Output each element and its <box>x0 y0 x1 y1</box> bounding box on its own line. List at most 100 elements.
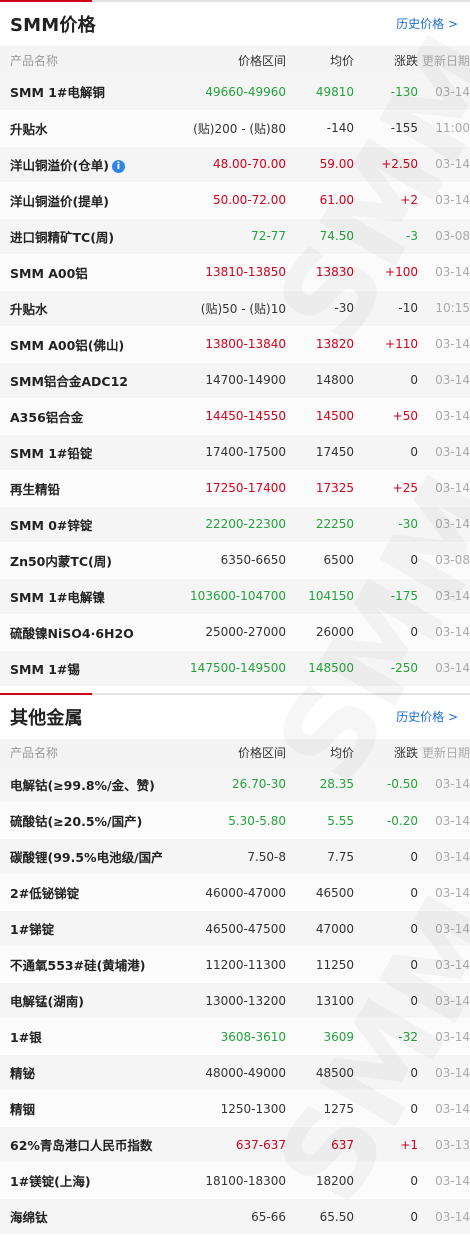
product-name: 硫酸钴(≥20.5%/国产) <box>10 814 142 829</box>
update-date-cell: 03-14 <box>418 182 470 218</box>
update-date: 03-14 <box>435 1066 470 1080</box>
product-name-cell: 1#镁锭(上海) <box>0 1163 162 1199</box>
price-change-cell: 0 <box>354 983 418 1019</box>
info-icon[interactable]: i <box>112 160 125 173</box>
product-name-cell: 精铟 <box>0 1091 162 1127</box>
price-change: 0 <box>410 994 418 1008</box>
average-price-cell: 18200 <box>286 1163 354 1199</box>
price-range-cell: (贴)50 - (贴)10 <box>162 290 286 326</box>
price-change: -130 <box>391 85 418 99</box>
price-change-cell: +2 <box>354 182 418 218</box>
price-range: 13810-13850 <box>205 265 286 279</box>
average-price: 104150 <box>308 589 354 603</box>
product-name-cell: SMM铝合金ADC12 <box>0 362 162 398</box>
update-date: 03-14 <box>435 1030 470 1044</box>
average-price-cell: 49810 <box>286 74 354 110</box>
update-date-cell: 03-14 <box>418 1163 470 1199</box>
update-date: 03-14 <box>435 85 470 99</box>
average-price: 13100 <box>316 994 354 1008</box>
price-range-cell: 11200-11300 <box>162 947 286 983</box>
product-name: 升贴水 <box>10 302 48 317</box>
price-range-cell: 17400-17500 <box>162 434 286 470</box>
price-change: 0 <box>410 1066 418 1080</box>
price-change: 0 <box>410 553 418 567</box>
price-change: 0 <box>410 922 418 936</box>
product-name: 洋山铜溢价(提单) <box>10 194 109 209</box>
price-change-cell: +25 <box>354 470 418 506</box>
price-range-cell: 49660-49960 <box>162 74 286 110</box>
price-change-cell: 0 <box>354 1199 418 1235</box>
price-range: 48000-49000 <box>205 1066 286 1080</box>
price-range: 5.30-5.80 <box>228 814 286 828</box>
update-date-cell: 03-14 <box>418 254 470 290</box>
price-change-cell: 0 <box>354 1091 418 1127</box>
update-date-cell: 03-14 <box>418 362 470 398</box>
col-header-name: 产品名称 <box>0 46 162 74</box>
average-price: 6500 <box>323 553 354 567</box>
update-date: 10:15 <box>435 301 470 315</box>
price-range: 14700-14900 <box>205 373 286 387</box>
update-date-cell: 03-08 <box>418 542 470 578</box>
product-name: SMM 1#电解镍 <box>10 590 105 605</box>
price-change-cell: -30 <box>354 506 418 542</box>
history-price-link[interactable]: 历史价格 > <box>396 15 458 32</box>
other-metals-table: 产品名称 价格区间 均价 涨跌 更新日期 电解钴(≥99.8%/金、赞)26.7… <box>0 739 470 1235</box>
average-price-cell: 104150 <box>286 578 354 614</box>
average-price: 28.35 <box>320 777 354 791</box>
price-change-cell: 0 <box>354 1163 418 1199</box>
section-title: 其他金属 <box>10 704 83 730</box>
update-date-cell: 03-14 <box>418 470 470 506</box>
update-date-cell: 03-13 <box>418 1127 470 1163</box>
update-date-cell: 03-14 <box>418 947 470 983</box>
product-name: 62%青岛港口人民币指数 <box>10 1138 152 1153</box>
price-change-cell: -10 <box>354 290 418 326</box>
average-price: 61.00 <box>320 193 354 207</box>
product-name: 升贴水 <box>10 122 48 137</box>
price-change-cell: -0.20 <box>354 803 418 839</box>
price-change: 0 <box>410 1174 418 1188</box>
average-price-cell: 5.55 <box>286 803 354 839</box>
price-change-cell: +100 <box>354 254 418 290</box>
product-name: 2#低铋锑锭 <box>10 886 79 901</box>
average-price: 1275 <box>323 1102 354 1116</box>
price-change: +50 <box>393 409 418 423</box>
product-name: 1#镁锭(上海) <box>10 1174 91 1189</box>
price-change-cell: -3 <box>354 218 418 254</box>
price-range-cell: 22200-22300 <box>162 506 286 542</box>
history-price-link[interactable]: 历史价格 > <box>396 708 458 725</box>
price-range-cell: 637-637 <box>162 1127 286 1163</box>
average-price-cell: 61.00 <box>286 182 354 218</box>
product-name-cell: Zn50内蒙TC(周) <box>0 542 162 578</box>
